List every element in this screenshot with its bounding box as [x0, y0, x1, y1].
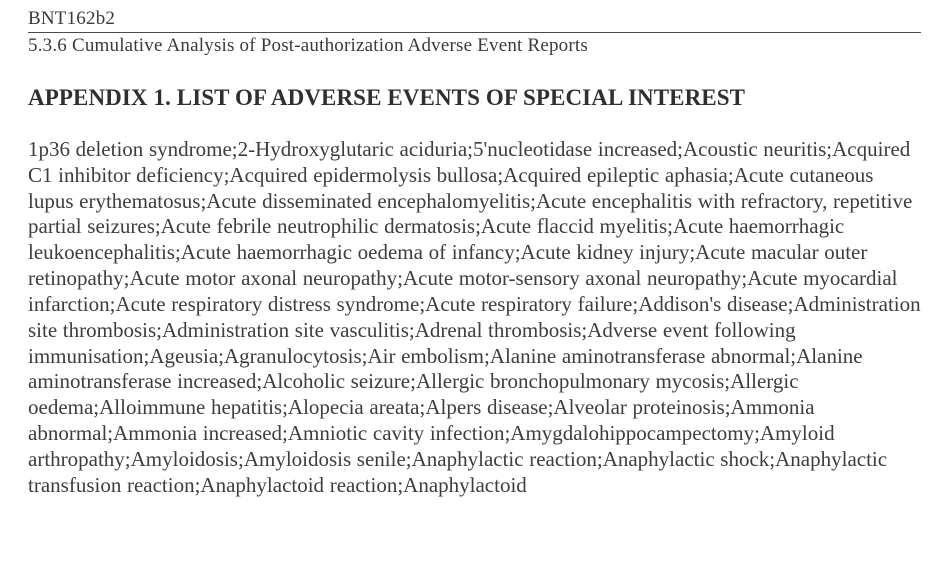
appendix-title: APPENDIX 1. LIST OF ADVERSE EVENTS OF SP…	[28, 85, 921, 137]
adverse-events-body: 1p36 deletion syndrome;2-Hydroxyglutaric…	[28, 137, 921, 499]
document-page: BNT162b2 5.3.6 Cumulative Analysis of Po…	[0, 0, 949, 499]
header-rule	[28, 32, 921, 33]
document-code: BNT162b2	[28, 8, 921, 32]
section-number-title: 5.3.6 Cumulative Analysis of Post-author…	[28, 35, 921, 85]
